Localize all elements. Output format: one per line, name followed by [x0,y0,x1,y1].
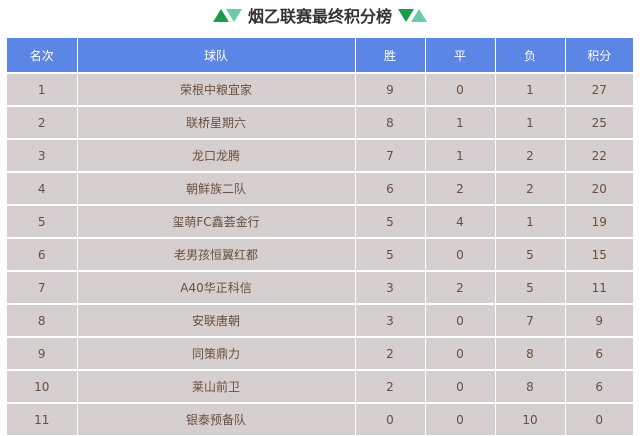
table-row: 8 安联唐朝 3 0 7 9 [7,303,633,338]
cell-losses: 2 [494,171,566,206]
cell-team: 龙口龙腾 [76,138,356,173]
cell-wins: 9 [354,72,426,107]
table-row: 7 A40华正科信 3 2 5 11 [7,270,633,305]
triangle-decoration-icon [212,8,242,22]
cell-rank: 10 [7,369,78,404]
cell-points: 6 [564,369,633,404]
table-row: 9 同策鼎力 2 0 8 6 [7,336,633,371]
cell-losses: 5 [494,237,566,272]
cell-losses: 1 [494,105,566,140]
cell-rank: 7 [7,270,78,305]
cell-team: 同策鼎力 [76,336,356,371]
cell-wins: 3 [354,270,426,305]
cell-rank: 8 [7,303,78,338]
table-row: 6 老男孩恒翼红都 5 0 5 15 [7,237,633,272]
cell-draws: 0 [424,369,496,404]
cell-draws: 4 [424,204,496,239]
cell-rank: 3 [7,138,78,173]
cell-draws: 0 [424,237,496,272]
header-team: 球队 [76,38,356,74]
table-row: 5 玺萌FC鑫荟金行 5 4 1 19 [7,204,633,239]
cell-team: 荣根中粮宜家 [76,72,356,107]
cell-wins: 2 [354,336,426,371]
cell-team: 莱山前卫 [76,369,356,404]
cell-points: 11 [564,270,633,305]
cell-points: 15 [564,237,633,272]
cell-wins: 5 [354,204,426,239]
cell-losses: 2 [494,138,566,173]
cell-wins: 6 [354,171,426,206]
cell-draws: 1 [424,138,496,173]
cell-points: 27 [564,72,633,107]
table-row: 2 联桥星期六 8 1 1 25 [7,105,633,140]
cell-draws: 0 [424,402,496,436]
cell-rank: 9 [7,336,78,371]
triangle-decoration-icon [398,8,427,22]
cell-wins: 5 [354,237,426,272]
cell-losses: 10 [494,402,566,436]
cell-points: 9 [564,303,633,338]
cell-rank: 5 [7,204,78,239]
header-losses: 负 [494,38,566,74]
table-row: 10 莱山前卫 2 0 8 6 [7,369,633,404]
cell-team: 老男孩恒翼红都 [76,237,356,272]
cell-team: A40华正科信 [76,270,356,305]
cell-rank: 11 [7,402,78,436]
cell-losses: 5 [494,270,566,305]
title-bar: 烟乙联赛最终积分榜 [0,0,640,30]
cell-rank: 1 [7,72,78,107]
cell-rank: 6 [7,237,78,272]
cell-team: 银泰预备队 [76,402,356,436]
cell-losses: 7 [494,303,566,338]
cell-team: 玺萌FC鑫荟金行 [76,204,356,239]
cell-draws: 2 [424,171,496,206]
cell-wins: 7 [354,138,426,173]
header-wins: 胜 [354,38,426,74]
cell-draws: 0 [424,303,496,338]
cell-wins: 8 [354,105,426,140]
cell-team: 联桥星期六 [76,105,356,140]
header-draws: 平 [424,38,496,74]
cell-points: 20 [564,171,633,206]
cell-rank: 4 [7,171,78,206]
cell-points: 6 [564,336,633,371]
table-row: 3 龙口龙腾 7 1 2 22 [7,138,633,173]
table-header: 名次 球队胜平负积分 [7,38,633,74]
cell-draws: 0 [424,336,496,371]
cell-wins: 3 [354,303,426,338]
table-row: 11 银泰预备队 0 0 10 0 [7,402,633,436]
cell-points: 19 [564,204,633,239]
cell-draws: 2 [424,270,496,305]
cell-losses: 8 [494,369,566,404]
cell-points: 22 [564,138,633,173]
header-points: 积分 [564,38,633,74]
cell-points: 25 [564,105,633,140]
table-row: 4 朝鲜族二队 6 2 2 20 [7,171,633,206]
cell-points: 0 [564,402,633,436]
cell-draws: 0 [424,72,496,107]
cell-losses: 1 [494,72,566,107]
cell-losses: 1 [494,204,566,239]
header-rank: 名次 [7,38,78,74]
cell-rank: 2 [7,105,78,140]
table-row: 1 荣根中粮宜家 9 0 1 27 [7,72,633,107]
page-title: 烟乙联赛最终积分榜 [247,7,392,26]
cell-team: 朝鲜族二队 [76,171,356,206]
standings-table: 名次 球队胜平负积分 1 荣根中粮宜家 9 0 1 27 2 联桥星期六 8 1 1 25 3 龙口龙腾 7 1… [7,38,633,436]
cell-team: 安联唐朝 [76,303,356,338]
cell-draws: 1 [424,105,496,140]
cell-losses: 8 [494,336,566,371]
cell-wins: 0 [354,402,426,436]
cell-wins: 2 [354,369,426,404]
